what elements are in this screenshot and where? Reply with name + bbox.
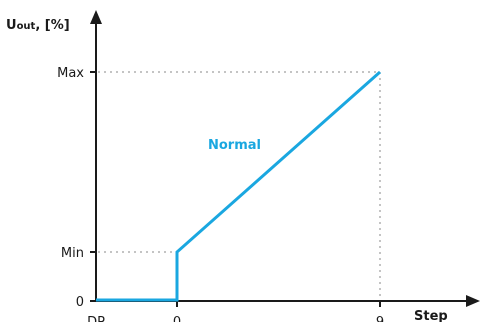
y-axis-label-main: U [6, 18, 17, 33]
x-axis-label: Step [414, 309, 448, 322]
x-axis-arrow [466, 295, 480, 307]
y-axis-label: Uout, [%] [6, 18, 70, 33]
series-label-normal: Normal [208, 138, 261, 153]
y-axis-arrow [90, 10, 102, 24]
y-tick-label-zero: 0 [76, 295, 84, 310]
y-tick-label-min: Min [61, 246, 84, 261]
normal-curve [96, 70, 381, 302]
y-axis-label-sub: out [17, 21, 36, 32]
x-tick-label-nine: 9 [376, 315, 384, 322]
x-tick-label-dp: DP [87, 315, 105, 322]
y-axis-label-unit: , [%] [35, 18, 69, 33]
x-tick-label-zero: 0 [173, 315, 181, 322]
y-tick-label-max: Max [57, 66, 84, 81]
